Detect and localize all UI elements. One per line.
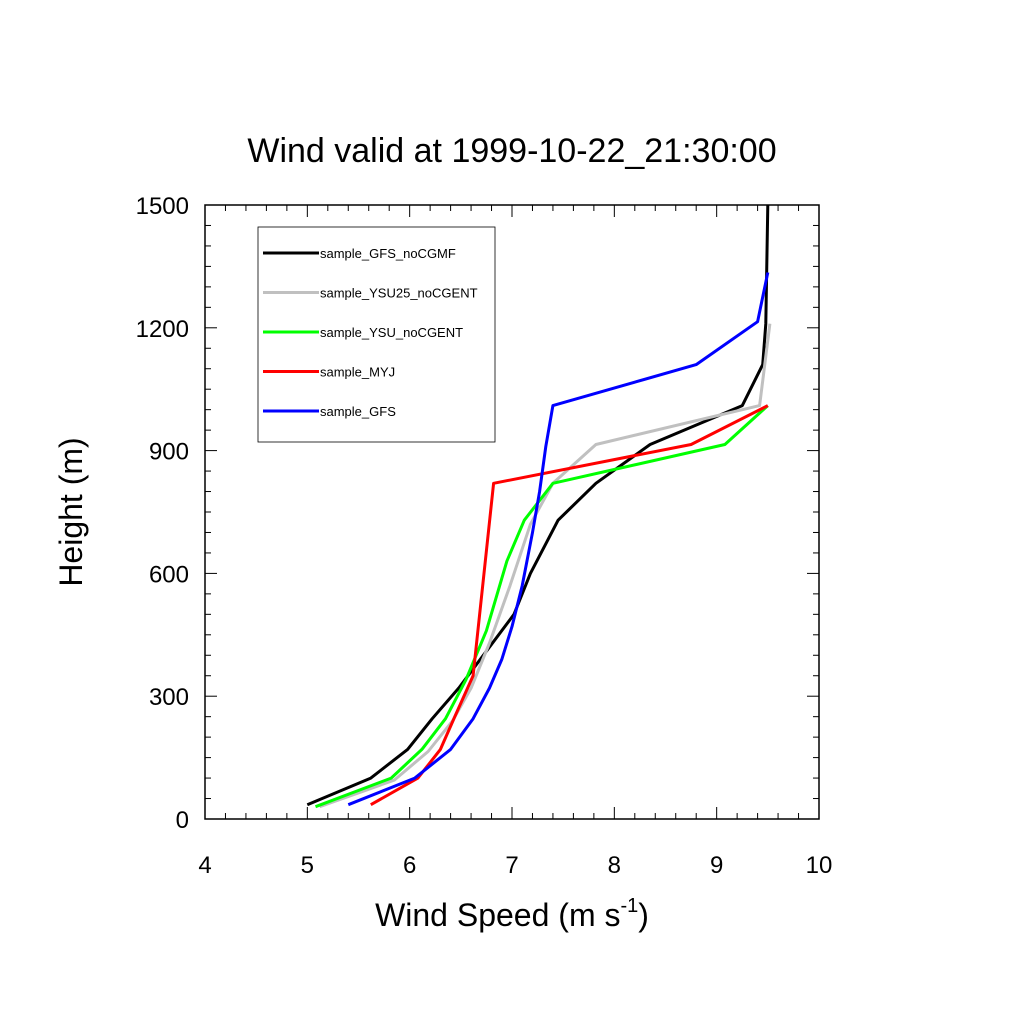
y-tick-label: 1200 — [136, 316, 189, 343]
series-line-sample_YSU_noCGENT — [314, 404, 769, 809]
x-axis-label: Wind Speed (m s-1) — [375, 895, 649, 933]
y-tick-labels: 0 300 600 900 1200 1500 — [136, 193, 189, 834]
legend-label: sample_YSU_noCGENT — [320, 325, 463, 340]
legend-box — [257, 226, 496, 443]
legend: sample_GFS_noCGMF sample_YSU25_noCGENTsam… — [257, 226, 496, 443]
x-tick-label: 8 — [608, 852, 621, 879]
axis-ticks — [204, 204, 820, 820]
x-tick-label: 10 — [806, 852, 833, 879]
legend-label: sample_GFS_noCGMF — [320, 246, 456, 261]
series-line-sample_MYJ — [370, 404, 769, 807]
series-line-sample_GFS_noCGMF — [306, 204, 770, 807]
series-line-sample_GFS — [347, 272, 770, 807]
legend-items: sample_GFS_noCGMF sample_YSU25_noCGENTsam… — [263, 246, 478, 419]
y-axis-label: Height (m) — [53, 437, 89, 586]
chart-title: Wind valid at 1999-10-22_21:30:00 — [247, 132, 776, 170]
legend-label: sample_YSU25_noCGENT — [320, 286, 478, 301]
x-axis-label-main: Wind Speed (m s — [375, 897, 620, 933]
y-tick-label: 0 — [176, 807, 189, 834]
legend-label: sample_GFS — [320, 404, 396, 419]
y-tick-label: 1500 — [136, 193, 189, 220]
y-tick-label: 300 — [149, 684, 189, 711]
x-tick-label: 6 — [403, 852, 416, 879]
legend-label: sample_MYJ — [320, 365, 395, 380]
series-lines — [306, 204, 772, 809]
series-line-sample_YSU25_noCGENT — [319, 323, 772, 809]
x-axis-label-superscript: -1 — [620, 895, 638, 917]
y-tick-label: 600 — [149, 561, 189, 588]
x-tick-label: 5 — [301, 852, 314, 879]
x-tick-label: 7 — [505, 852, 518, 879]
x-tick-label: 9 — [710, 852, 723, 879]
x-axis-label-suffix: ) — [638, 897, 649, 933]
x-tick-labels: 4 5 6 7 8 9 10 — [198, 852, 832, 879]
y-tick-label: 900 — [149, 439, 189, 466]
x-tick-label: 4 — [198, 852, 211, 879]
